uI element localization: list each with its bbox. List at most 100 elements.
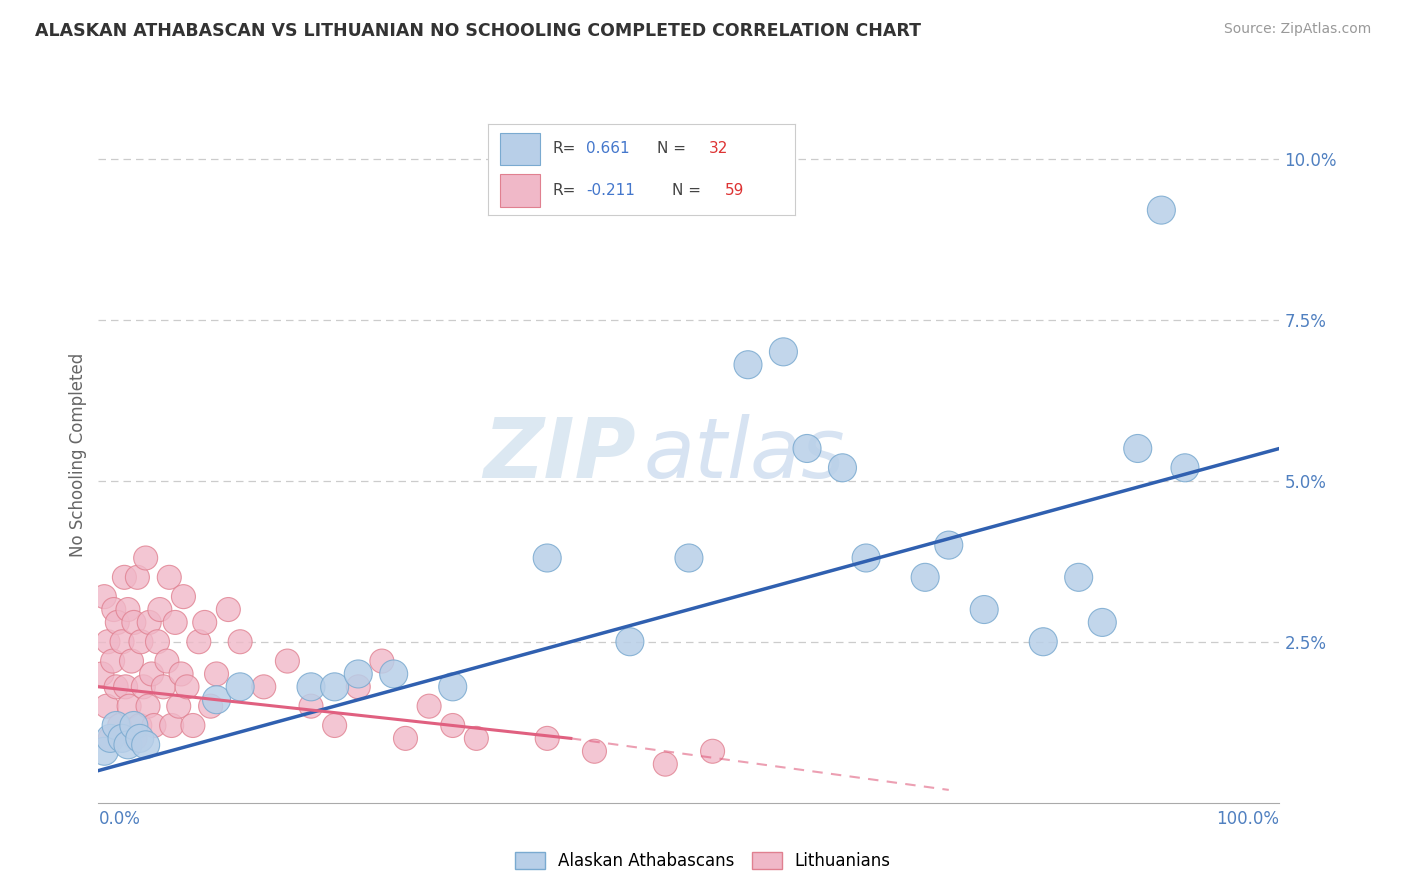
Ellipse shape (536, 726, 560, 750)
Text: 0.661: 0.661 (586, 141, 630, 156)
Text: 59: 59 (724, 183, 744, 198)
Ellipse shape (380, 660, 408, 688)
Ellipse shape (93, 584, 117, 608)
Ellipse shape (970, 596, 998, 624)
Ellipse shape (321, 673, 349, 701)
Ellipse shape (276, 649, 299, 673)
Ellipse shape (370, 649, 394, 673)
Text: N =: N = (657, 141, 686, 156)
Ellipse shape (297, 673, 325, 701)
Ellipse shape (104, 675, 128, 698)
Ellipse shape (852, 544, 880, 572)
Ellipse shape (114, 675, 138, 698)
Ellipse shape (675, 544, 703, 572)
Ellipse shape (418, 694, 441, 718)
Ellipse shape (120, 649, 143, 673)
Ellipse shape (828, 454, 856, 482)
Ellipse shape (793, 434, 821, 462)
Ellipse shape (134, 546, 157, 570)
Ellipse shape (228, 630, 252, 654)
Ellipse shape (322, 714, 347, 738)
Ellipse shape (172, 584, 195, 608)
Ellipse shape (136, 694, 160, 718)
Ellipse shape (142, 714, 166, 738)
Ellipse shape (911, 564, 939, 591)
Ellipse shape (148, 598, 172, 622)
Ellipse shape (440, 714, 465, 738)
Ellipse shape (582, 739, 606, 764)
Ellipse shape (163, 610, 187, 634)
Ellipse shape (169, 662, 193, 686)
Ellipse shape (114, 731, 142, 759)
Y-axis label: No Schooling Completed: No Schooling Completed (69, 353, 87, 557)
Legend: Alaskan Athabascans, Lithuanians: Alaskan Athabascans, Lithuanians (509, 845, 897, 877)
Ellipse shape (139, 662, 163, 686)
Ellipse shape (1064, 564, 1092, 591)
Text: 0.0%: 0.0% (98, 810, 141, 828)
Ellipse shape (152, 675, 176, 698)
Ellipse shape (734, 351, 762, 379)
Ellipse shape (533, 544, 561, 572)
Text: ZIP: ZIP (484, 415, 636, 495)
Ellipse shape (155, 649, 179, 673)
Ellipse shape (202, 686, 231, 714)
Ellipse shape (125, 724, 153, 752)
Text: R=: R= (553, 183, 576, 198)
Ellipse shape (1088, 608, 1116, 636)
Ellipse shape (616, 628, 644, 656)
Ellipse shape (103, 712, 131, 739)
Ellipse shape (129, 630, 153, 654)
Ellipse shape (115, 598, 141, 622)
Ellipse shape (198, 694, 222, 718)
Ellipse shape (90, 738, 118, 765)
Ellipse shape (124, 726, 148, 750)
Text: 32: 32 (709, 141, 728, 156)
Ellipse shape (112, 566, 136, 590)
Ellipse shape (394, 726, 418, 750)
Ellipse shape (90, 662, 114, 686)
Ellipse shape (128, 714, 152, 738)
Text: atlas: atlas (644, 415, 845, 495)
Ellipse shape (105, 610, 129, 634)
Ellipse shape (217, 598, 240, 622)
Ellipse shape (145, 630, 170, 654)
Ellipse shape (193, 610, 217, 634)
Ellipse shape (108, 724, 136, 752)
Ellipse shape (117, 694, 141, 718)
Ellipse shape (96, 630, 120, 654)
Ellipse shape (181, 714, 205, 738)
Ellipse shape (1029, 628, 1057, 656)
Ellipse shape (132, 731, 160, 759)
FancyBboxPatch shape (501, 174, 540, 207)
Ellipse shape (160, 714, 184, 738)
Ellipse shape (108, 714, 132, 738)
Ellipse shape (226, 673, 254, 701)
Ellipse shape (101, 598, 125, 622)
Ellipse shape (769, 338, 797, 366)
Ellipse shape (167, 694, 191, 718)
Ellipse shape (98, 726, 122, 750)
FancyBboxPatch shape (501, 133, 540, 165)
Ellipse shape (1171, 454, 1199, 482)
Ellipse shape (94, 694, 118, 718)
Ellipse shape (935, 531, 963, 559)
Ellipse shape (439, 673, 467, 701)
Ellipse shape (131, 675, 155, 698)
Text: ALASKAN ATHABASCAN VS LITHUANIAN NO SCHOOLING COMPLETED CORRELATION CHART: ALASKAN ATHABASCAN VS LITHUANIAN NO SCHO… (35, 22, 921, 40)
Ellipse shape (157, 566, 181, 590)
Ellipse shape (252, 675, 276, 698)
Ellipse shape (110, 630, 134, 654)
Text: N =: N = (672, 183, 702, 198)
Ellipse shape (204, 662, 229, 686)
Ellipse shape (122, 610, 146, 634)
Ellipse shape (138, 610, 162, 634)
Text: 100.0%: 100.0% (1216, 810, 1279, 828)
Ellipse shape (1147, 196, 1175, 224)
Ellipse shape (174, 675, 200, 698)
Ellipse shape (346, 675, 370, 698)
Text: R=: R= (553, 141, 576, 156)
Ellipse shape (299, 694, 323, 718)
Ellipse shape (96, 724, 124, 752)
Text: Source: ZipAtlas.com: Source: ZipAtlas.com (1223, 22, 1371, 37)
Ellipse shape (464, 726, 488, 750)
